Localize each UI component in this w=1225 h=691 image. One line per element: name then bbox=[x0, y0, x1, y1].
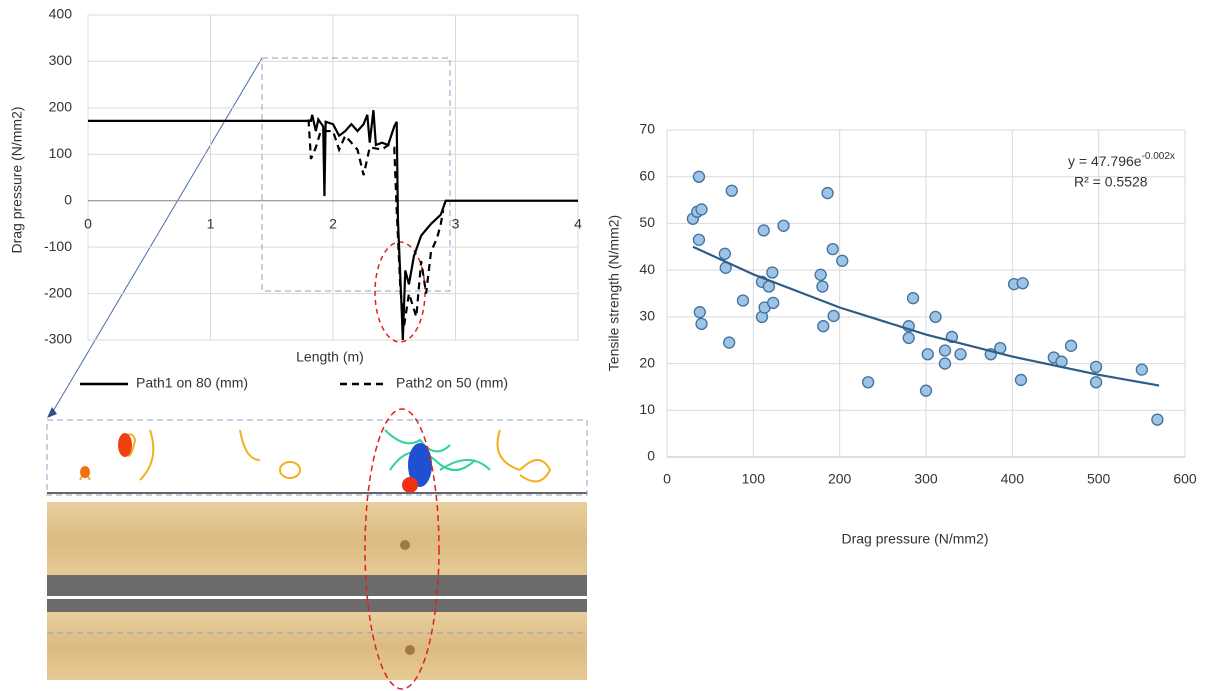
data-point bbox=[929, 310, 942, 324]
legend-label: Path1 on 80 (mm) bbox=[136, 375, 248, 391]
data-point bbox=[821, 186, 834, 200]
zoom-region bbox=[261, 57, 451, 292]
x-tick-label: 600 bbox=[1173, 471, 1197, 487]
y-tick-label: -300 bbox=[44, 331, 72, 347]
y-tick-label: 50 bbox=[639, 214, 655, 230]
y-tick-label: 30 bbox=[639, 308, 655, 324]
y-tick-label: 200 bbox=[49, 99, 73, 115]
data-point bbox=[695, 317, 708, 331]
arrow-head bbox=[47, 407, 57, 418]
data-point bbox=[777, 219, 790, 232]
contour-hot bbox=[80, 466, 90, 478]
data-point bbox=[826, 242, 839, 256]
x-tick-label: 2 bbox=[329, 215, 337, 231]
data-point bbox=[767, 296, 780, 309]
data-point bbox=[862, 376, 875, 389]
x-tick-label: 0 bbox=[663, 471, 671, 487]
data-point bbox=[816, 280, 829, 293]
data-point bbox=[1089, 376, 1103, 389]
x-tick-label: 300 bbox=[914, 471, 938, 487]
data-point bbox=[921, 348, 934, 361]
data-point bbox=[954, 348, 967, 361]
y-tick-label: 100 bbox=[49, 145, 73, 161]
data-point bbox=[766, 266, 779, 279]
data-point bbox=[725, 184, 738, 197]
data-point bbox=[692, 233, 706, 246]
zoom-arrow bbox=[51, 57, 263, 414]
x-axis-label: Length (m) bbox=[296, 349, 364, 365]
y-tick-label: 400 bbox=[49, 6, 73, 22]
y-axis-label: Tensile strength (N/mm2) bbox=[606, 215, 622, 371]
x-tick-label: 4 bbox=[574, 215, 582, 231]
y-axis-label: Drag pressure (N/mm2) bbox=[9, 106, 25, 253]
zoom-box bbox=[46, 419, 588, 496]
y-tick-label: -100 bbox=[44, 238, 72, 254]
data-point bbox=[736, 294, 750, 307]
data-point bbox=[1089, 360, 1103, 373]
highlight bbox=[374, 241, 426, 343]
data-point bbox=[695, 203, 708, 216]
contour-hot bbox=[118, 433, 132, 457]
data-point bbox=[718, 247, 731, 260]
series-line bbox=[88, 110, 578, 341]
data-point bbox=[1014, 373, 1028, 387]
y-tick-label: 10 bbox=[639, 401, 655, 417]
wood bbox=[47, 502, 587, 575]
data-point bbox=[938, 344, 952, 357]
data-point bbox=[906, 292, 920, 305]
x-tick-label: 200 bbox=[828, 471, 852, 487]
steel bbox=[47, 599, 587, 612]
photo-panel bbox=[46, 57, 588, 690]
equation: y = 47.796e-0.002x bbox=[1068, 151, 1175, 169]
data-point bbox=[757, 224, 770, 237]
contour-hot bbox=[402, 477, 418, 493]
data-point bbox=[1016, 277, 1029, 290]
highlight bbox=[364, 408, 440, 690]
x-axis-label: Drag pressure (N/mm2) bbox=[841, 531, 988, 547]
x-tick-label: 1 bbox=[207, 215, 215, 231]
x-tick-label: 400 bbox=[1001, 471, 1025, 487]
equation-exponent: -0.002x bbox=[1142, 151, 1175, 162]
data-point bbox=[919, 384, 933, 397]
data-point bbox=[1135, 363, 1148, 376]
steel bbox=[47, 575, 587, 597]
data-point bbox=[938, 357, 952, 370]
r-squared: R² = 0.5528 bbox=[1074, 174, 1148, 190]
x-tick-label: 500 bbox=[1087, 471, 1111, 487]
data-point bbox=[723, 336, 736, 349]
data-point bbox=[1064, 339, 1078, 352]
y-tick-label: 70 bbox=[639, 121, 655, 137]
knot bbox=[405, 645, 415, 655]
contour-strip bbox=[47, 420, 587, 495]
contour bbox=[384, 429, 491, 471]
y-tick-label: 20 bbox=[639, 354, 655, 370]
y-tick-label: 60 bbox=[639, 167, 655, 183]
data-point bbox=[692, 170, 706, 183]
x-tick-label: 0 bbox=[84, 215, 92, 231]
y-tick-label: 300 bbox=[49, 52, 73, 68]
x-tick-label: 100 bbox=[742, 471, 766, 487]
data-point bbox=[693, 306, 706, 319]
knot bbox=[400, 540, 410, 550]
y-tick-label: -200 bbox=[44, 284, 72, 300]
y-tick-label: 40 bbox=[639, 261, 655, 277]
y-tick-label: 0 bbox=[64, 191, 72, 207]
y-tick-label: 0 bbox=[647, 448, 655, 464]
data-point bbox=[814, 268, 827, 281]
data-point bbox=[902, 331, 915, 345]
wood bbox=[47, 612, 587, 680]
data-point bbox=[817, 320, 830, 333]
equation-base: y = 47.796e bbox=[1068, 153, 1142, 169]
x-tick-label: 3 bbox=[452, 215, 460, 231]
data-point bbox=[1151, 413, 1164, 426]
gap bbox=[47, 596, 587, 599]
trendline bbox=[692, 245, 1160, 387]
contour-core bbox=[408, 443, 432, 487]
data-point bbox=[827, 309, 840, 323]
legend-label: Path2 on 50 (mm) bbox=[396, 375, 508, 391]
data-point bbox=[836, 254, 849, 267]
